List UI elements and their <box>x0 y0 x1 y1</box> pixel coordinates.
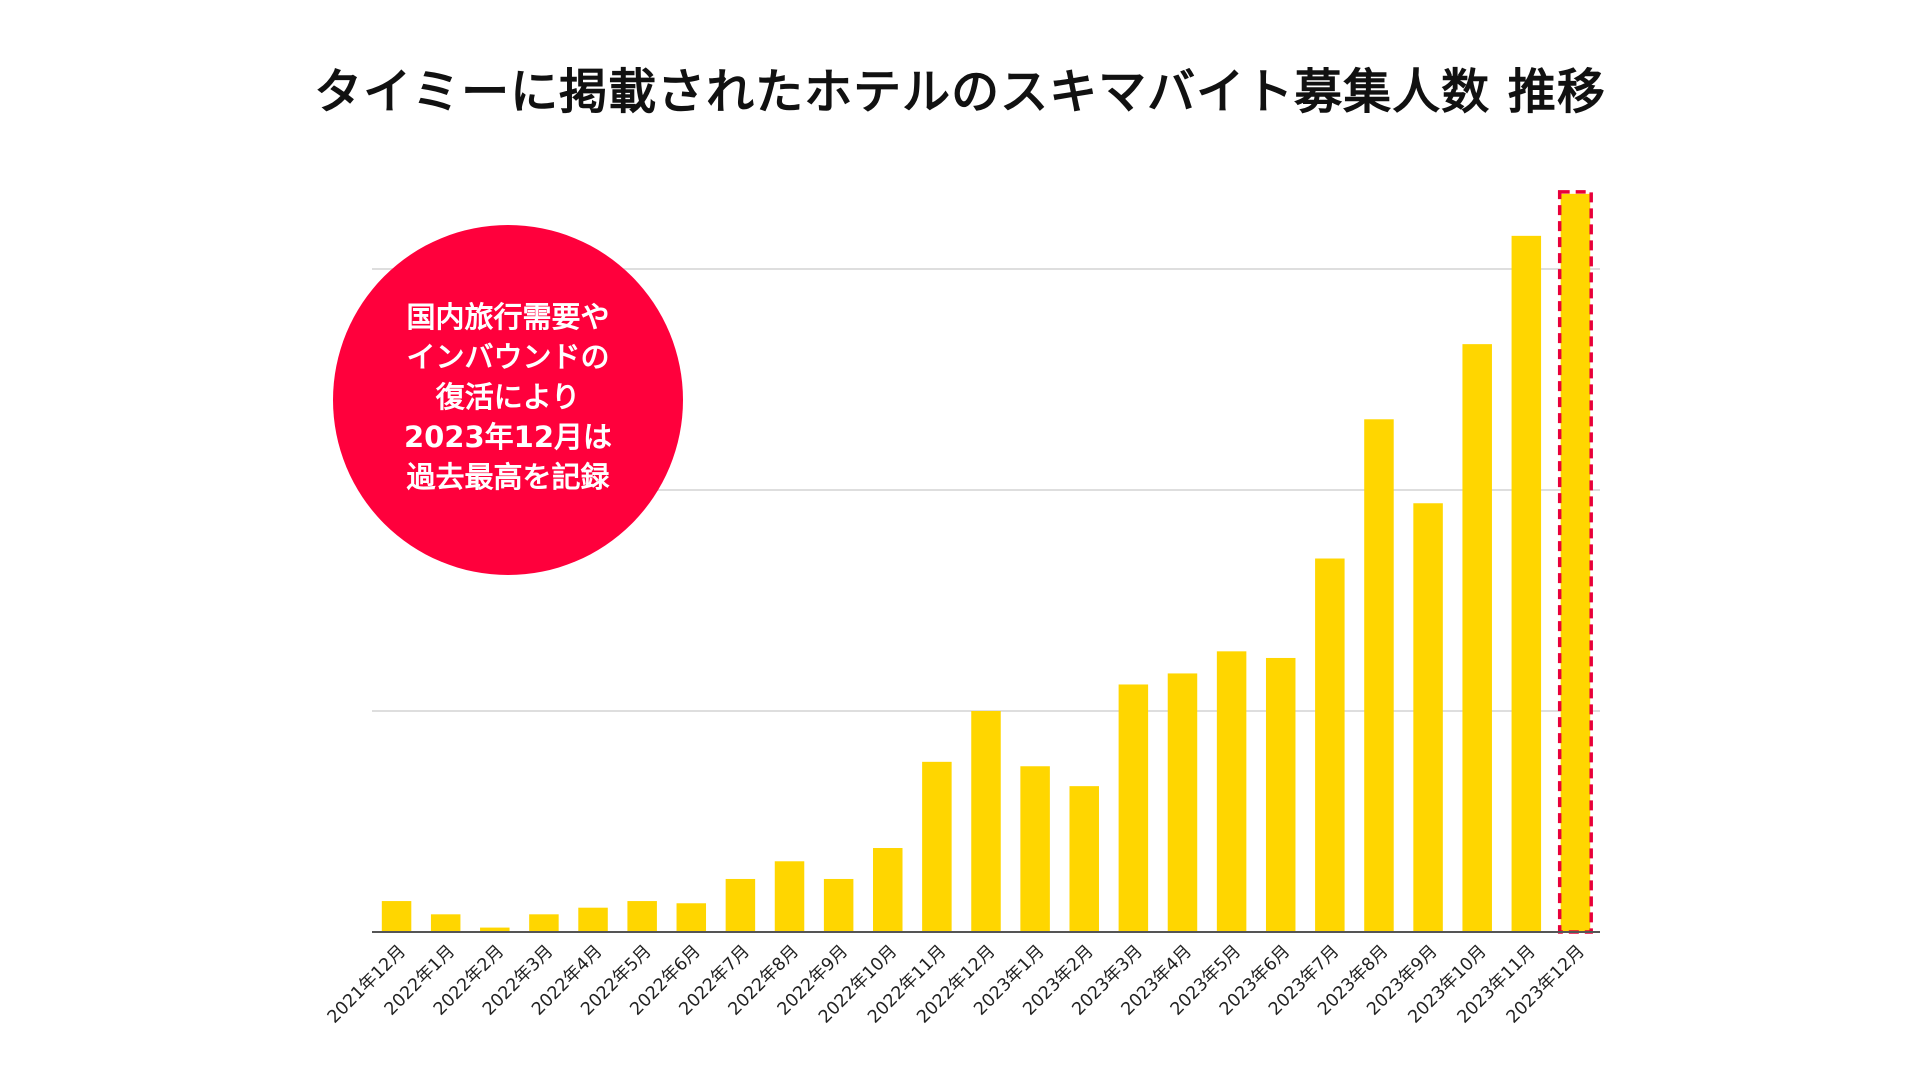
bar <box>922 761 952 932</box>
bar <box>1364 419 1394 932</box>
callout-text: 国内旅行需要や インバウンドの 復活により 2023年12月は 過去最高を記録 <box>404 297 612 497</box>
bar <box>1265 657 1296 932</box>
callout-line: 復活により <box>435 380 581 414</box>
bar <box>676 903 707 932</box>
bar <box>1511 235 1542 933</box>
callout-line: 2023年12月は <box>403 420 613 454</box>
bar <box>1069 786 1099 932</box>
bar <box>578 907 608 932</box>
chart-title: タイミーに掲載されたホテルのスキマバイト募集人数 推移 <box>314 64 1606 120</box>
bar <box>480 927 510 932</box>
bar <box>971 711 1001 932</box>
bar <box>1216 651 1247 932</box>
bar <box>1315 558 1345 932</box>
callout-line: インバウンドの <box>406 340 610 374</box>
bar <box>1462 344 1492 932</box>
bar <box>1167 673 1198 932</box>
bar <box>529 914 559 932</box>
callout-line: 過去最高を記録 <box>406 460 610 494</box>
bar <box>1118 684 1149 932</box>
callout-bubble: 国内旅行需要や インバウンドの 復活により 2023年12月は 過去最高を記録 <box>333 225 683 575</box>
bar <box>381 901 412 932</box>
bar <box>823 878 854 932</box>
bar <box>774 861 805 932</box>
bar <box>627 901 657 932</box>
bar <box>1020 766 1050 932</box>
bars <box>381 190 1593 934</box>
bar <box>725 878 756 932</box>
bar <box>873 848 903 932</box>
callout-line: 国内旅行需要や <box>406 300 610 334</box>
x-tick-labels: 2021年12月2022年1月2022年2月2022年3月2022年4月2022… <box>324 941 1589 1027</box>
bar <box>430 914 461 932</box>
bar <box>1560 193 1591 933</box>
bar <box>1413 503 1443 932</box>
